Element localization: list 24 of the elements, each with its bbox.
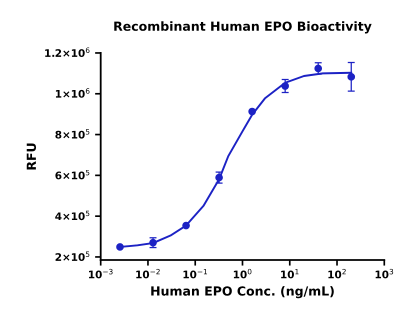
x-tick-label: 10$^{1}$	[281, 268, 299, 278]
y-tick-label: 1.2×10$^{6}$	[45, 47, 90, 57]
point	[281, 82, 289, 90]
point	[347, 73, 356, 81]
x-tick-label: 10$^{−2}$	[136, 268, 160, 278]
point	[149, 238, 157, 246]
x-axis-title: Human EPO Conc. (ng/mL)	[151, 286, 334, 298]
x-tick-label: 10$^{3}$	[376, 268, 394, 278]
point	[248, 108, 256, 116]
y-tick-label: 4×10$^{5}$	[55, 210, 90, 220]
point	[314, 64, 322, 72]
y-tick-label: 8×10$^{5}$	[55, 129, 90, 139]
x-tick-label: 10$^{−3}$	[89, 268, 113, 278]
x-tick-label: 10$^{−1}$	[184, 268, 208, 278]
point	[182, 222, 190, 230]
y-tick-label: 2×10$^{5}$	[56, 252, 90, 261]
y-tick-label: 6×10$^{5}$	[55, 170, 90, 180]
point	[215, 174, 223, 182]
chart-title: Recombinant Human EPO Bioactivity	[114, 21, 372, 34]
x-tick-label: 10$^{2}$	[328, 268, 346, 278]
y-tick-label: 1×10$^{6}$	[56, 88, 90, 98]
x-tick-label: 10$^{0}$	[234, 268, 252, 278]
point	[116, 243, 124, 251]
y-axis-title: RFU	[26, 143, 36, 170]
